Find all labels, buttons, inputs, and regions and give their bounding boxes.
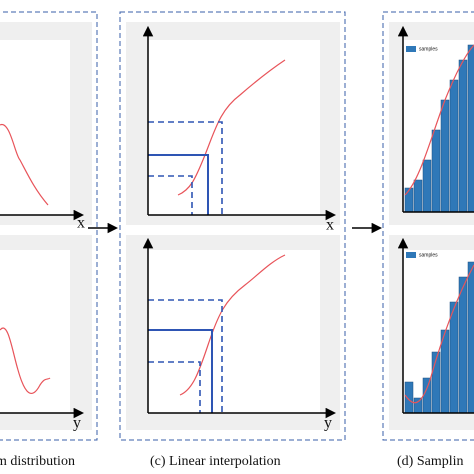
axis-label: x [77, 215, 85, 232]
axis-label: y [73, 415, 81, 432]
panel-b: x y m distribution [0, 11, 98, 469]
legend-swatch [406, 46, 416, 52]
axis-label: y [324, 415, 332, 432]
caption: (d) Samplin [397, 454, 464, 469]
caption: (c) Linear interpolation [150, 454, 281, 469]
legend-swatch [406, 252, 416, 258]
legend-label: samples [419, 252, 438, 258]
panel-c: x y (c) Linear interpolation [119, 11, 346, 469]
axis-label: x [326, 217, 334, 234]
legend-label: samples [419, 46, 438, 52]
caption: m distribution [0, 454, 75, 469]
panel-d: samples samples (d) Samplin [382, 11, 474, 469]
